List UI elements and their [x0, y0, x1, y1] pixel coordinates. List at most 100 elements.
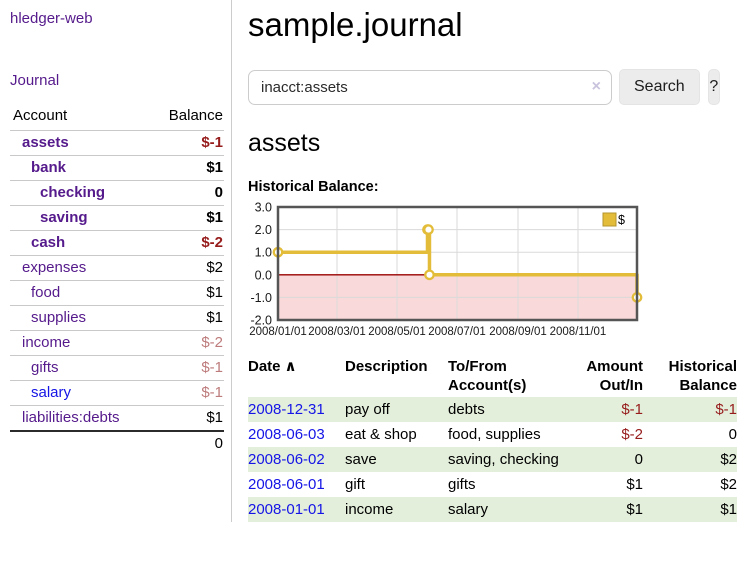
search-input[interactable] [248, 69, 612, 105]
register-table: Date ∧ Description To/From Account(s) Amo… [248, 355, 737, 522]
account-link[interactable]: saving [40, 209, 88, 226]
svg-text:$: $ [618, 213, 625, 227]
sort-asc-icon: ∧ [284, 358, 297, 375]
transaction-amount: $-2 [621, 426, 643, 443]
accounts-header-balance: Balance [168, 107, 223, 124]
sidebar: hledger-web Journal Account Balance asse… [0, 0, 232, 522]
account-row: checking 0 [10, 180, 224, 206]
account-link[interactable]: bank [31, 159, 67, 176]
account-link[interactable]: gifts [31, 359, 59, 376]
svg-text:-1.0: -1.0 [250, 291, 272, 305]
account-link[interactable]: expenses [22, 259, 87, 276]
register-row: 2008-06-02 save saving, checking 0 $2 [248, 447, 737, 472]
register-row: 2008-06-01 gift gifts $1 $2 [248, 472, 737, 497]
transaction-accounts: gifts [448, 476, 476, 493]
account-row: income $-2 [10, 330, 224, 356]
accounts-header-row: Account Balance [10, 104, 224, 131]
svg-text:2008/11/01: 2008/11/01 [550, 326, 607, 338]
transaction-description: save [345, 451, 377, 468]
account-link[interactable]: supplies [31, 309, 87, 326]
transaction-date-link[interactable]: 2008-06-03 [248, 426, 325, 443]
account-section-heading: assets [248, 129, 321, 157]
main-content: sample.journal × Search ? assets Histori… [232, 0, 737, 522]
transaction-balance: $2 [720, 451, 737, 468]
transaction-amount: $1 [626, 501, 643, 518]
register-header-date[interactable]: Date ∧ [248, 358, 297, 375]
account-link[interactable]: food [31, 284, 61, 301]
register-row: 2008-01-01 income salary $1 $1 [248, 497, 737, 522]
account-link[interactable]: salary [31, 384, 72, 401]
transaction-description: income [345, 501, 394, 518]
account-link[interactable]: cash [31, 234, 66, 251]
transaction-accounts: saving, checking [448, 451, 559, 468]
account-link[interactable]: checking [40, 184, 106, 201]
account-balance: $-2 [149, 330, 224, 356]
page-title: sample.journal [248, 6, 463, 43]
account-row: bank $1 [10, 155, 224, 181]
svg-text:2.0: 2.0 [255, 223, 272, 237]
transaction-date-link[interactable]: 2008-01-01 [248, 501, 325, 518]
app-title-link[interactable]: hledger-web [10, 10, 93, 27]
register-header-description: Description [345, 358, 428, 375]
svg-text:2008/03/01: 2008/03/01 [308, 326, 366, 338]
transaction-balance: $-1 [715, 401, 737, 418]
account-balance: $-2 [149, 230, 224, 256]
sidebar-item-journal[interactable]: Journal [10, 72, 60, 89]
svg-text:1.0: 1.0 [255, 246, 272, 260]
transaction-date-link[interactable]: 2008-06-02 [248, 451, 325, 468]
svg-text:0.0: 0.0 [255, 268, 272, 282]
account-balance: $1 [149, 155, 224, 181]
transaction-amount: $-1 [621, 401, 643, 418]
account-balance: $1 [149, 405, 224, 431]
account-row: food $1 [10, 280, 224, 306]
register-row: 2008-06-03 eat & shop food, supplies $-2 0 [248, 422, 737, 447]
accounts-table: Account Balance assets $-1 bank $1 checking 0… [10, 104, 224, 456]
account-balance: $-1 [149, 380, 224, 406]
transaction-balance: $2 [720, 476, 737, 493]
account-balance: $2 [149, 255, 224, 281]
svg-text:2008/07/01: 2008/07/01 [428, 326, 486, 338]
search-wrap: × [248, 69, 612, 105]
account-balance: $1 [149, 280, 224, 306]
account-row: salary $-1 [10, 380, 224, 406]
svg-text:2008/01/01: 2008/01/01 [249, 326, 307, 338]
chart-heading: Historical Balance: [248, 179, 379, 195]
page: hledger-web Journal Account Balance asse… [0, 0, 737, 522]
transaction-description: pay off [345, 401, 390, 418]
account-balance: $1 [149, 205, 224, 231]
account-row: gifts $-1 [10, 355, 224, 381]
account-balance: $1 [149, 305, 224, 331]
register-row: 2008-12-31 pay off debts $-1 $-1 [248, 397, 737, 422]
accounts-header-account: Account [13, 107, 68, 124]
transaction-date-link[interactable]: 2008-06-01 [248, 476, 325, 493]
search-bar: × Search ? [248, 69, 720, 105]
help-button[interactable]: ? [707, 69, 720, 105]
account-row: expenses $2 [10, 255, 224, 281]
transaction-accounts: food, supplies [448, 426, 541, 443]
accounts-total-spacer [10, 430, 150, 456]
transaction-accounts: salary [448, 501, 489, 518]
transaction-date-link[interactable]: 2008-12-31 [248, 401, 325, 418]
account-link[interactable]: assets [22, 134, 69, 151]
register-header-amount: Amount Out/In [586, 358, 643, 394]
account-row: cash $-2 [10, 230, 224, 256]
account-link[interactable]: income [22, 334, 71, 351]
account-balance: $-1 [149, 355, 224, 381]
transaction-amount: $1 [626, 476, 643, 493]
clear-search-icon[interactable]: × [591, 77, 601, 95]
search-button[interactable]: Search [619, 69, 700, 105]
svg-text:2008/05/01: 2008/05/01 [368, 326, 426, 338]
register-header-row: Date ∧ Description To/From Account(s) Amo… [248, 355, 737, 397]
svg-text:2008/09/01: 2008/09/01 [489, 326, 547, 338]
transaction-accounts: debts [448, 401, 485, 418]
svg-text:3.0: 3.0 [255, 201, 272, 215]
register-table-body: 2008-12-31 pay off debts $-1 $-1 2008-06-03 ea… [248, 397, 737, 522]
transaction-amount: 0 [634, 451, 643, 468]
account-row: assets $-1 [10, 130, 224, 156]
svg-text:-2.0: -2.0 [250, 314, 272, 328]
account-row: liabilities:debts $1 [10, 405, 224, 431]
accounts-total-value: 0 [149, 430, 224, 456]
account-link[interactable]: liabilities:debts [22, 409, 120, 426]
account-row: supplies $1 [10, 305, 224, 331]
